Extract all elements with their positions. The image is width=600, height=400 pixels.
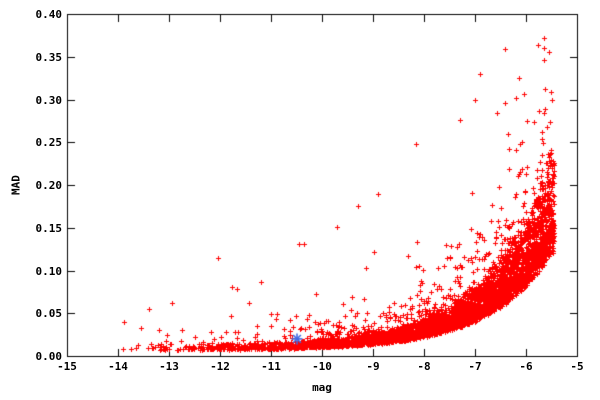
y-tick-label: 0.35 bbox=[35, 51, 63, 64]
y-tick-label: 0.25 bbox=[35, 136, 63, 149]
y-tick-label: 0.05 bbox=[35, 307, 63, 320]
x-tick-label: -12 bbox=[210, 360, 230, 373]
y-tick-label: 0.40 bbox=[35, 8, 63, 21]
y-tick-label: 0.15 bbox=[35, 222, 63, 235]
x-tick-label: -15 bbox=[57, 360, 77, 373]
x-tick-label: -7 bbox=[468, 360, 482, 373]
y-tick-label: 0.20 bbox=[35, 179, 63, 192]
x-tick-label: -8 bbox=[417, 360, 431, 373]
x-axis-title: mag bbox=[312, 381, 332, 394]
x-tick-label: -11 bbox=[261, 360, 281, 373]
x-tick-label: -14 bbox=[108, 360, 128, 373]
y-tick-label: 0.00 bbox=[35, 350, 63, 363]
x-tick-label: -5 bbox=[570, 360, 584, 373]
x-tick-label: -6 bbox=[519, 360, 533, 373]
y-tick-label: 0.10 bbox=[35, 265, 63, 278]
x-tick-label: -10 bbox=[312, 360, 332, 373]
x-tick-label: -13 bbox=[159, 360, 179, 373]
x-tick-label: -9 bbox=[366, 360, 380, 373]
y-axis-title: MAD bbox=[9, 175, 23, 195]
y-tick-label: 0.30 bbox=[35, 94, 63, 107]
